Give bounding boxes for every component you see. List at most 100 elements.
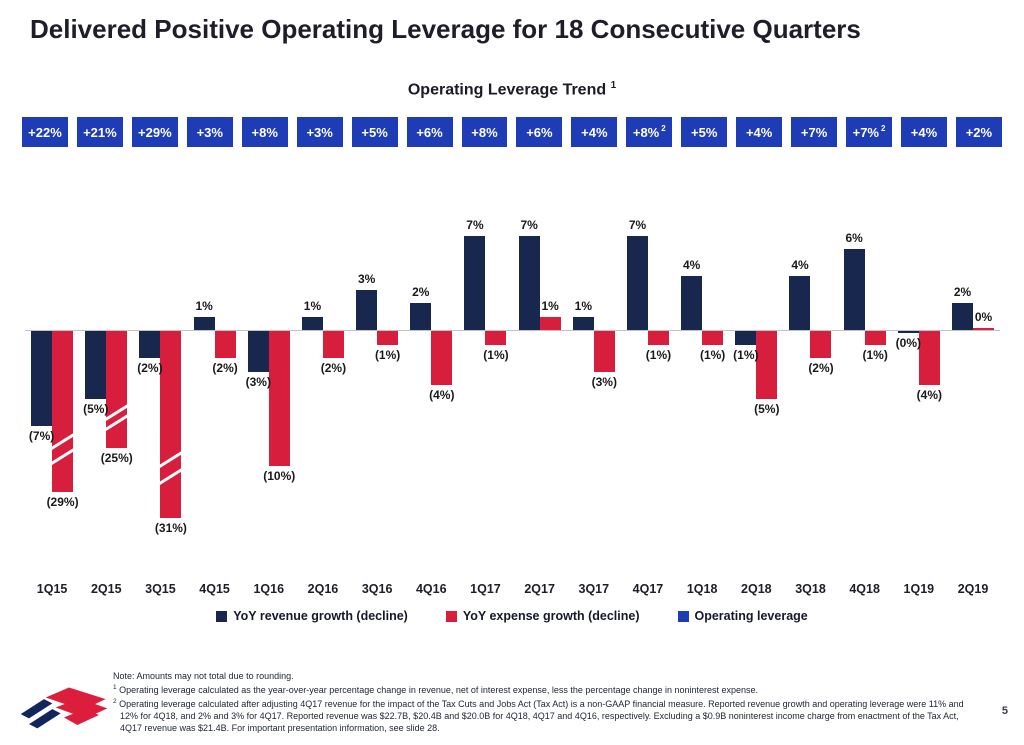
x-axis-label-2q15: 2Q15	[90, 582, 122, 596]
x-axis-label-4q17: 4Q17	[632, 582, 664, 596]
badge-value: +4%	[581, 124, 608, 140]
footnote-1: 1 Operating leverage calculated as the y…	[113, 682, 969, 696]
expense-bar-label-2q19: 0%	[974, 309, 993, 324]
legend-label: YoY revenue growth (decline)	[233, 609, 408, 623]
revenue-bar-4q18	[843, 249, 865, 330]
page-number: 5	[1001, 705, 1008, 717]
revenue-bar-1q18	[681, 276, 703, 330]
revenue-bar-label-1q15: (7%)	[28, 428, 55, 443]
revenue-bar-label-2q17: 7%	[520, 217, 538, 232]
bar-group-3q18: 4% (2%)	[783, 185, 837, 577]
x-axis-line	[25, 329, 1000, 331]
legend-item: YoY expense growth (decline)	[445, 609, 640, 623]
legend-swatch	[445, 610, 457, 622]
x-axis-label-1q15: 1Q15	[36, 582, 68, 596]
revenue-bar-3q15	[139, 331, 161, 358]
bar-group-2q17: 7% 1%	[513, 185, 567, 577]
revenue-bar-label-1q17: 7%	[466, 217, 484, 232]
badge-value: +3%	[306, 124, 333, 140]
expense-bar-label-1q16: (10%)	[263, 469, 296, 483]
expense-bar-3q15	[156, 331, 186, 518]
expense-bar-label-1q17: (1%)	[483, 347, 509, 362]
legend-item: Operating leverage	[677, 609, 808, 623]
badge-value: +2%	[965, 124, 993, 140]
revenue-bar-label-1q19: (0%)	[895, 336, 922, 351]
operating-leverage-badge-1q18: +5%	[681, 117, 728, 147]
badge-value: +6%	[526, 124, 553, 140]
bar-group-3q17: 1% (3%)	[567, 185, 621, 577]
bar-group-3q16: 3% (1%)	[350, 185, 404, 577]
expense-bar-label-4q15: (2%)	[212, 361, 238, 375]
badge-footnote-marker: 2	[881, 124, 886, 133]
revenue-bar-3q17	[572, 316, 594, 330]
revenue-bar-label-3q15: (2%)	[137, 361, 163, 375]
revenue-bar-label-4q15: 1%	[195, 298, 213, 313]
chart-title-footnote-marker: 1	[610, 80, 617, 91]
expense-bar-label-2q18: (5%)	[754, 401, 780, 416]
expense-bar-3q17	[593, 331, 615, 372]
expense-bar-label-4q17: (1%)	[645, 347, 672, 362]
revenue-bar-3q18	[789, 276, 811, 330]
revenue-bar-label-3q16: 3%	[357, 271, 376, 286]
bar-group-1q19: (0%) (4%)	[892, 185, 946, 577]
revenue-bar-label-1q18: 4%	[682, 258, 701, 272]
revenue-bar-1q15	[31, 331, 53, 426]
operating-leverage-badge-4q17: +8% 2	[626, 117, 673, 147]
x-axis-label-1q18: 1Q18	[686, 582, 718, 596]
footnote-2: 2 Operating leverage calculated after ad…	[113, 696, 969, 734]
footnote-note: Note: Amounts may not total due to round…	[113, 671, 294, 681]
expense-bar-3q18	[810, 331, 832, 358]
badge-value: +8%	[632, 124, 660, 140]
operating-leverage-badge-4q18: +7% 2	[846, 117, 892, 147]
expense-bar-label-1q19: (4%)	[916, 388, 942, 402]
expense-bar-label-2q17: 1%	[541, 298, 559, 313]
revenue-bar-1q17	[464, 235, 486, 330]
footnote-2-marker: 2	[113, 698, 117, 705]
badge-value: +5%	[691, 124, 718, 140]
revenue-bar-2q16	[301, 316, 323, 330]
operating-leverage-badge-3q18: +7%	[791, 117, 838, 147]
bar-group-4q15: 1% (2%)	[188, 185, 242, 577]
revenue-bar-1q19	[897, 331, 919, 334]
operating-leverage-badge-1q19: +4%	[901, 117, 947, 147]
revenue-bar-label-4q18: 6%	[845, 231, 863, 245]
x-axis-label-4q15: 4Q15	[199, 582, 230, 596]
badge-value: +4%	[745, 124, 773, 140]
page-title: Delivered Positive Operating Leverage fo…	[30, 14, 861, 44]
expense-bar-label-3q18: (2%)	[808, 361, 834, 375]
revenue-bar-2q19	[952, 303, 973, 330]
expense-bar-1q15	[48, 331, 77, 492]
expense-bar-2q17	[539, 316, 561, 330]
badge-value: +7%	[852, 124, 879, 140]
expense-bar-2q15	[102, 331, 131, 449]
bar-group-4q16: 2% (4%)	[404, 185, 458, 577]
revenue-bar-4q15	[193, 316, 215, 330]
badge-value: +7%	[800, 124, 828, 140]
revenue-bar-label-2q18: (1%)	[733, 347, 759, 362]
x-axis-label-3q15: 3Q15	[145, 582, 176, 596]
revenue-bar-label-2q19: 2%	[953, 285, 972, 299]
x-axis-label-3q17: 3Q17	[578, 582, 610, 596]
badge-value: +8%	[251, 124, 278, 140]
expense-bar-label-4q18: (1%)	[862, 347, 888, 362]
legend-swatch	[677, 610, 689, 622]
footnotes: Note: Amounts may not total due to round…	[113, 670, 969, 734]
expense-bar-4q17	[647, 331, 669, 345]
operating-leverage-badge-2q17: +6%	[516, 117, 563, 147]
x-axis-label-3q18: 3Q18	[795, 582, 826, 596]
x-axis-label-2q18: 2Q18	[741, 582, 772, 596]
badge-value: +21%	[83, 124, 117, 140]
expense-bar-label-1q15: (29%)	[46, 494, 79, 509]
operating-leverage-badge-2q18: +4%	[736, 117, 783, 147]
expense-bar-2q16	[322, 331, 344, 358]
bar-group-3q15: (2%) (31%)	[133, 185, 187, 577]
footnote-1-text: Operating leverage calculated as the yea…	[119, 685, 759, 695]
legend-item: YoY revenue growth (decline)	[216, 609, 408, 623]
operating-leverage-badge-2q16: +3%	[296, 117, 343, 147]
bar-group-1q15: (7%) (29%)	[25, 185, 79, 577]
badge-value: +4%	[910, 124, 938, 140]
expense-bar-2q18	[756, 331, 778, 399]
expense-bar-2q19	[973, 327, 994, 330]
expense-bar-label-4q16: (4%)	[429, 388, 455, 402]
revenue-bar-3q16	[356, 289, 378, 330]
